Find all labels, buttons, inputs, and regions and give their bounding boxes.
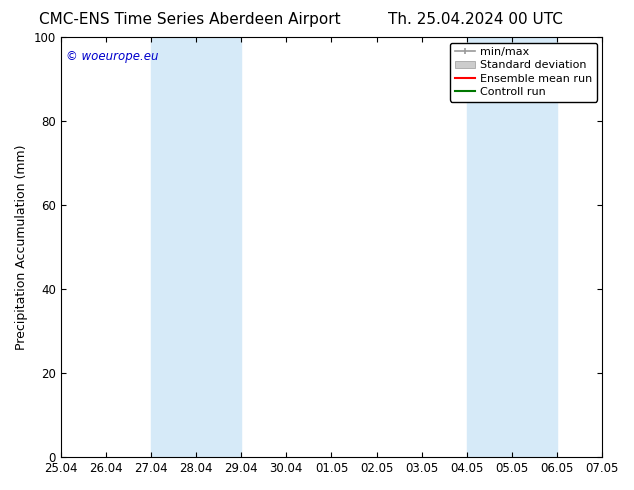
Bar xyxy=(151,37,241,457)
Text: © woeurope.eu: © woeurope.eu xyxy=(66,50,158,63)
Text: CMC-ENS Time Series Aberdeen Airport: CMC-ENS Time Series Aberdeen Airport xyxy=(39,12,341,27)
Y-axis label: Precipitation Accumulation (mm): Precipitation Accumulation (mm) xyxy=(15,145,28,350)
Text: Th. 25.04.2024 00 UTC: Th. 25.04.2024 00 UTC xyxy=(388,12,563,27)
Legend: min/max, Standard deviation, Ensemble mean run, Controll run: min/max, Standard deviation, Ensemble me… xyxy=(450,43,597,101)
Bar xyxy=(467,37,557,457)
